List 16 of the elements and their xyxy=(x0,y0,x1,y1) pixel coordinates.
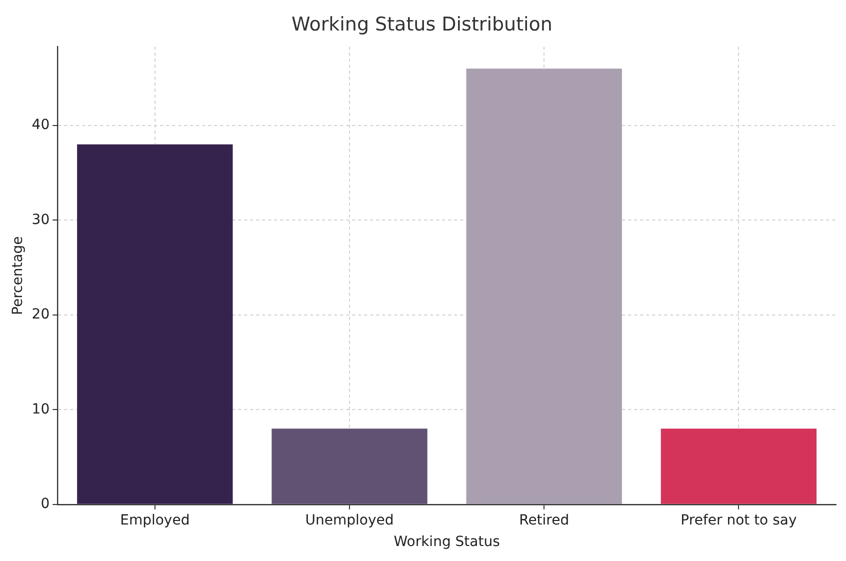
x-tick-label: Prefer not to say xyxy=(680,512,797,528)
bar xyxy=(272,428,428,504)
x-tick-label: Employed xyxy=(120,512,190,528)
x-tick-label: Retired xyxy=(519,512,570,528)
bar xyxy=(466,68,622,504)
y-tick-label: 20 xyxy=(32,306,50,323)
x-tick-label: Unemployed xyxy=(305,512,394,528)
bar xyxy=(660,428,817,504)
y-tick-label: 40 xyxy=(32,117,50,134)
y-tick-label: 0 xyxy=(40,496,50,512)
chart-title: Working Status Distribution xyxy=(292,13,552,36)
y-tick-label: 10 xyxy=(32,401,50,418)
y-tick-label: 30 xyxy=(32,212,50,228)
x-axis-title: Working Status xyxy=(394,534,500,550)
y-axis-title: Percentage xyxy=(10,236,26,315)
bar xyxy=(77,144,233,504)
